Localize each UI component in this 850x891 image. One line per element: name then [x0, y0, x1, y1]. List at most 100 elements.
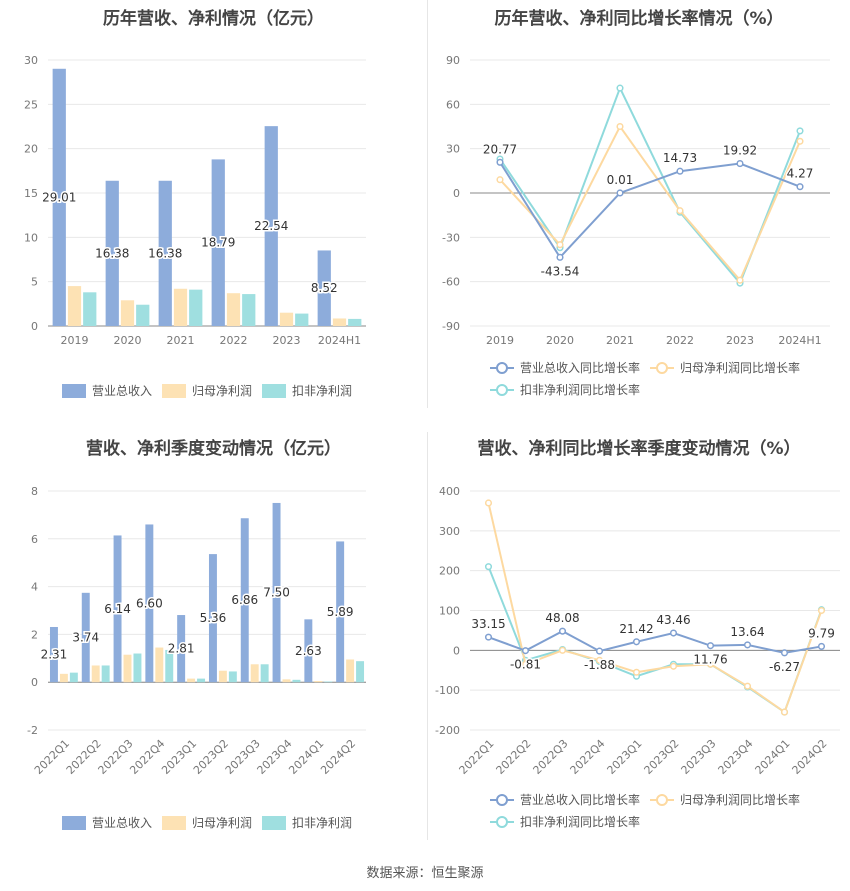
y-tick-label: 90	[446, 54, 460, 67]
panel-divider-top	[427, 0, 428, 408]
bar-1	[123, 654, 132, 683]
data-label: 3.74	[72, 631, 99, 645]
series-point-1	[796, 137, 804, 145]
bar-1	[59, 673, 68, 683]
x-tick-label: 2020	[546, 334, 574, 347]
series-point-1	[817, 606, 826, 615]
data-label: 8.52	[311, 281, 338, 295]
series-point-0	[706, 642, 715, 650]
bar-0	[145, 524, 154, 683]
y-tick-label: -100	[435, 684, 460, 697]
bar-1	[187, 678, 196, 683]
bar-0	[52, 68, 66, 326]
series-line-2	[499, 85, 801, 286]
bar-1	[314, 681, 323, 683]
series-point-0	[796, 183, 804, 191]
series-point-2	[484, 563, 493, 571]
series-point-2	[796, 127, 804, 135]
x-tick-label: 2022	[220, 334, 248, 347]
x-tick-label: 2024Q2	[318, 737, 358, 777]
x-tick-label: 2019	[486, 334, 514, 347]
series-point-1	[558, 646, 567, 654]
data-label: 29.01	[42, 190, 76, 204]
bar-1	[173, 288, 188, 326]
bar-2	[165, 649, 174, 683]
legend-label: 营业总收入同比增长率	[520, 360, 640, 375]
chart-title: 营收、净利同比增长率季度变动情况（%）	[477, 439, 801, 459]
legend-label: 归母净利润同比增长率	[680, 792, 800, 807]
data-label: 11.76	[693, 653, 727, 667]
series-point-0	[558, 627, 567, 635]
bar-2	[189, 289, 203, 326]
legend-swatch-marker	[496, 362, 508, 374]
bar-0	[304, 619, 313, 683]
quarterly-growth-rate-chart: -200-10001002003004002022Q12022Q22022Q32…	[435, 485, 840, 829]
legend-label: 归母净利润	[192, 384, 252, 398]
bar-1	[250, 664, 259, 683]
x-tick-label: 2023Q4	[716, 737, 756, 777]
chart-panel-quarterly-growth: 营收、净利同比增长率季度变动情况（%） -200 -100 0 100 200 300 40…	[428, 420, 850, 850]
legend-label: 扣非净利润	[292, 816, 352, 830]
bar-2	[292, 679, 301, 683]
x-tick-label: 2023Q2	[642, 737, 682, 777]
bar-0	[105, 180, 119, 326]
legend-label: 归母净利润	[192, 816, 252, 830]
data-label: 18.79	[201, 236, 235, 250]
series-point-0	[669, 629, 678, 637]
bar-0	[272, 502, 281, 683]
data-label: 16.38	[148, 246, 182, 260]
x-tick-label: 2024H1	[318, 334, 361, 347]
bar-0	[264, 126, 278, 327]
series-point-0	[484, 633, 493, 641]
bar-0	[158, 180, 172, 326]
data-label: 2.81	[168, 642, 195, 656]
data-label: 5.89	[327, 605, 354, 619]
chart-panel-quarterly-revenue: 营收、净利季度变动情况（亿元） -2 0 2 4 6 8 2022Q1 2022Q2 2022Q…	[0, 420, 427, 850]
series-point-0	[556, 253, 564, 261]
data-label: -1.88	[584, 658, 615, 672]
bar-0	[211, 159, 225, 326]
data-label: 5.36	[200, 611, 227, 625]
data-label: 6.60	[136, 596, 163, 610]
y-tick-label: 300	[439, 525, 460, 538]
data-label: 48.08	[545, 611, 579, 625]
y-tick-label: 30	[446, 143, 460, 156]
series-point-1	[632, 668, 641, 676]
series-point-1	[556, 241, 564, 249]
series-point-0	[521, 647, 530, 655]
series-line-0	[499, 161, 801, 259]
series-point-1	[676, 207, 684, 215]
legend-swatch-marker	[656, 794, 668, 806]
x-tick-label: 2023	[726, 334, 754, 347]
y-tick-label: 8	[31, 485, 38, 498]
bar-2	[83, 292, 97, 326]
y-tick-label: 0	[31, 320, 38, 333]
legend-swatch	[162, 384, 186, 398]
series-point-1	[521, 660, 530, 668]
data-label: 7.50	[263, 586, 290, 600]
bar-2	[242, 294, 256, 326]
bar-1	[346, 659, 355, 683]
y-tick-label: 6	[31, 533, 38, 546]
y-tick-label: 100	[439, 605, 460, 618]
data-label: -43.54	[541, 264, 580, 278]
legend-swatch	[62, 384, 86, 398]
bar-0	[336, 541, 345, 683]
x-tick-label: 2023Q3	[679, 737, 719, 777]
legend-swatch-marker	[496, 794, 508, 806]
x-tick-label: 2022Q4	[568, 737, 608, 777]
bar-1	[332, 318, 347, 326]
legend-label: 营业总收入同比增长率	[520, 792, 640, 807]
data-label: -0.81	[510, 658, 541, 672]
x-tick-label: 2019	[61, 334, 89, 347]
bar-2	[136, 304, 150, 326]
annual-revenue-profit-chart: 0 5 10 15 20 25 30 2019 2020 2021 2022 2023 2024H1 29…	[24, 54, 366, 398]
chart-panel-annual-revenue: 历年营收、净利情况（亿元） 0 5 10 15 20 25 30 2019 2020 2021 20…	[0, 0, 427, 410]
series-line-1	[499, 124, 801, 283]
x-tick-label: 2022Q1	[457, 737, 497, 777]
x-tick-label: 2021	[606, 334, 634, 347]
y-tick-label: 25	[24, 98, 38, 111]
panel-divider-bottom	[427, 432, 428, 840]
y-tick-label: -200	[435, 724, 460, 737]
series-point-2	[616, 84, 624, 92]
